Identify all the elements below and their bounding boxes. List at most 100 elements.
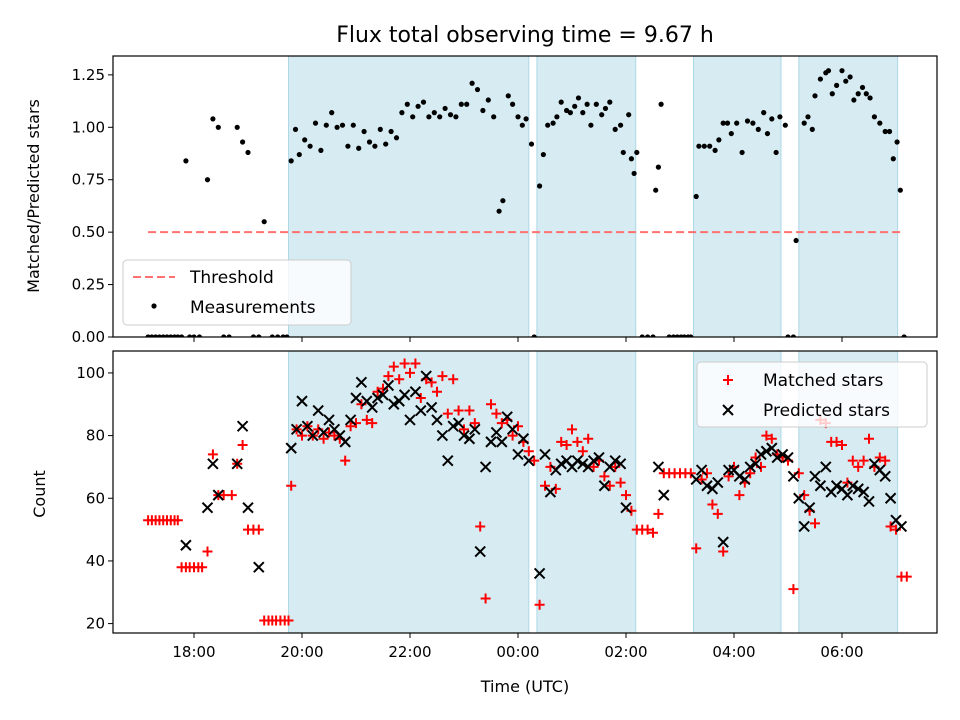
measurement-point <box>307 143 313 149</box>
predicted-star-point <box>857 486 870 498</box>
legend-matched-label: Matched stars <box>763 371 883 391</box>
measurement-point <box>234 124 240 130</box>
matched-star-point <box>648 527 658 538</box>
measurement-point <box>339 122 346 128</box>
measurement-point <box>540 151 546 158</box>
measurement-point <box>345 143 351 149</box>
x-tick-label: 22:00 <box>388 643 431 661</box>
measurement-point <box>871 114 878 120</box>
measurement-point <box>361 128 367 135</box>
measurement-point <box>329 110 335 116</box>
measurement-point <box>480 107 486 114</box>
measurement-point <box>550 120 556 126</box>
predicted-star-point <box>469 423 481 436</box>
matched-star-point <box>432 386 442 397</box>
predicted-star-point <box>307 429 319 442</box>
predicted-star-point <box>614 458 627 470</box>
measurement-point <box>809 126 815 132</box>
predicted-star-point <box>895 520 908 533</box>
measurement-point <box>639 334 645 337</box>
measurement-point <box>531 334 537 337</box>
predicted-star-point <box>701 480 713 492</box>
measurement-point <box>712 147 718 153</box>
measurement-point <box>554 114 560 120</box>
predicted-star-point <box>242 501 254 514</box>
measurement-point <box>377 126 383 132</box>
matched-star-point <box>345 421 356 432</box>
predicted-star-point <box>609 454 621 467</box>
predicted-star-point <box>690 473 702 486</box>
measurement-point <box>420 99 427 105</box>
matched-star-point <box>442 408 453 419</box>
matched-star-point <box>318 433 329 444</box>
top-y-tick-label: 0.00 <box>72 328 105 346</box>
predicted-star-point <box>317 426 330 439</box>
measurement-point <box>761 110 767 116</box>
measurement-point <box>302 137 308 143</box>
predicted-star-point <box>431 414 443 426</box>
predicted-star-point <box>798 520 810 533</box>
measurement-point <box>312 120 319 126</box>
measurement-point <box>191 334 197 337</box>
measurement-point <box>284 334 290 337</box>
predicted-star-point <box>593 451 605 464</box>
predicted-star-point <box>404 414 416 426</box>
measurement-point <box>388 128 394 135</box>
matched-star-point <box>469 418 480 429</box>
measurement-point <box>584 101 590 107</box>
measurement-point <box>716 137 722 143</box>
measurement-point <box>755 126 761 132</box>
bottom-axes-frame <box>112 350 938 634</box>
top-observing-window-1 <box>536 55 637 338</box>
predicted-star-point <box>776 448 789 461</box>
matched-star-point <box>491 408 502 419</box>
matched-star-point <box>399 358 410 369</box>
matched-star-point <box>197 562 208 573</box>
predicted-star-point <box>852 483 864 495</box>
predicted-star-point <box>355 376 368 389</box>
matched-star-point <box>653 508 664 519</box>
measurement-point <box>485 97 491 103</box>
predicted-star-point <box>749 458 762 470</box>
predicted-star-point <box>398 389 411 401</box>
predicted-star-point <box>236 420 249 432</box>
measurement-point <box>215 124 221 130</box>
measurement-point <box>187 334 193 337</box>
measurement-point <box>588 122 594 128</box>
matched-star-point <box>572 436 583 447</box>
predicted-star-point <box>744 461 756 473</box>
matched-star-point <box>383 371 394 382</box>
legend-measurements-swatch <box>151 303 157 309</box>
top-y-tick-label: 1.00 <box>72 118 105 136</box>
matched-star-point <box>766 433 777 444</box>
predicted-star-point <box>436 429 449 442</box>
measurement-point <box>350 122 356 128</box>
measurement-point <box>847 74 853 80</box>
predicted-star-point <box>201 501 214 514</box>
measurement-point <box>658 101 664 107</box>
measurement-point <box>666 334 672 337</box>
measurement-point <box>777 114 783 120</box>
measurement-point <box>221 334 227 337</box>
measurement-point <box>707 143 713 149</box>
measurement-point <box>372 143 378 149</box>
top-y-tick-label: 0.25 <box>72 276 105 294</box>
measurement-point <box>618 122 624 128</box>
matched-star-point <box>707 499 718 510</box>
measurement-point <box>505 93 511 99</box>
measurement-point <box>426 114 432 120</box>
predicted-star-point <box>712 476 724 489</box>
measurement-point <box>688 334 694 337</box>
predicted-star-point <box>512 448 524 461</box>
predicted-star-point <box>290 423 303 436</box>
measurement-point <box>564 107 570 114</box>
matched-star-point <box>464 405 475 416</box>
measurement-point <box>393 135 400 141</box>
matched-star-point <box>415 393 426 403</box>
measurement-point <box>773 149 779 156</box>
matched-star-point <box>405 367 415 378</box>
measurement-point <box>834 82 840 88</box>
measurement-point <box>734 120 740 126</box>
x-tick-label: 00:00 <box>496 643 539 661</box>
measurement-point <box>567 110 573 116</box>
